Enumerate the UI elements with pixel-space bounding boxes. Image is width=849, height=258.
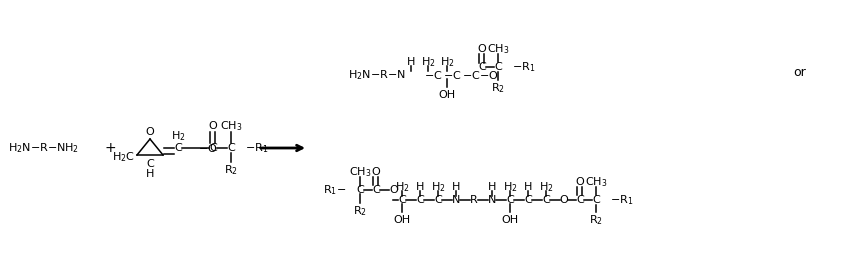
- Text: H$_2$: H$_2$: [440, 55, 454, 69]
- Text: O: O: [209, 121, 217, 131]
- Text: H$_2$: H$_2$: [539, 180, 554, 194]
- Text: R$_1$$-$: R$_1$$-$: [323, 183, 346, 197]
- Text: CH$_3$: CH$_3$: [349, 165, 371, 179]
- Text: H$_2$: H$_2$: [171, 129, 185, 143]
- Text: N: N: [488, 195, 496, 205]
- Text: H$_2$N$-$R$-$N: H$_2$N$-$R$-$N: [348, 68, 406, 82]
- Text: +: +: [104, 141, 115, 155]
- Text: O: O: [146, 127, 155, 137]
- Text: H$_2$: H$_2$: [395, 180, 409, 194]
- Text: $-$R$_1$: $-$R$_1$: [512, 60, 536, 74]
- Text: C: C: [398, 195, 406, 205]
- Text: C: C: [524, 195, 531, 205]
- Text: C: C: [576, 195, 584, 205]
- Text: O: O: [478, 44, 486, 54]
- Text: C: C: [592, 195, 600, 205]
- Text: R$_2$: R$_2$: [491, 81, 505, 95]
- Text: H$_2$N$-$R$-$NH$_2$: H$_2$N$-$R$-$NH$_2$: [8, 141, 79, 155]
- Text: CH$_3$: CH$_3$: [220, 119, 242, 133]
- Text: C: C: [372, 185, 380, 195]
- Text: C: C: [416, 195, 424, 205]
- Text: C: C: [478, 62, 486, 72]
- Text: R$_2$: R$_2$: [224, 163, 238, 177]
- Text: $-$C: $-$C: [443, 69, 462, 81]
- Text: O: O: [576, 177, 584, 187]
- Text: $-$O: $-$O: [198, 142, 217, 154]
- Text: CH$_3$: CH$_3$: [486, 42, 509, 56]
- Text: or: or: [794, 66, 807, 78]
- Text: CH$_3$: CH$_3$: [585, 175, 607, 189]
- Text: O: O: [559, 195, 568, 205]
- Text: C: C: [434, 195, 441, 205]
- Text: O: O: [372, 167, 380, 177]
- Text: R$_2$: R$_2$: [589, 213, 603, 227]
- Text: H$_2$: H$_2$: [430, 180, 446, 194]
- Text: OH: OH: [393, 215, 411, 225]
- Text: O: O: [389, 185, 397, 195]
- Text: H$_2$: H$_2$: [421, 55, 436, 69]
- Text: C: C: [209, 143, 216, 153]
- Text: H: H: [146, 169, 155, 179]
- Text: N: N: [452, 195, 460, 205]
- Text: C: C: [494, 62, 502, 72]
- Text: H: H: [524, 182, 532, 192]
- Text: C: C: [228, 143, 235, 153]
- Text: R: R: [470, 195, 478, 205]
- Text: R$_2$: R$_2$: [353, 204, 367, 218]
- Text: OH: OH: [502, 215, 519, 225]
- Text: $-$R$_1$: $-$R$_1$: [610, 193, 633, 207]
- Text: C: C: [146, 159, 154, 169]
- Text: C: C: [174, 143, 182, 153]
- Text: H$_2$C: H$_2$C: [112, 150, 135, 164]
- Text: H: H: [452, 182, 460, 192]
- Text: H$_2$: H$_2$: [503, 180, 517, 194]
- Text: C: C: [543, 195, 550, 205]
- Text: $-$R$_1$: $-$R$_1$: [245, 141, 268, 155]
- Text: C: C: [506, 195, 514, 205]
- Text: $-$C: $-$C: [424, 69, 442, 81]
- Text: H: H: [488, 182, 496, 192]
- Text: $-$C$-$O: $-$C$-$O: [462, 69, 498, 81]
- Text: OH: OH: [438, 90, 456, 100]
- Text: H: H: [407, 57, 415, 67]
- Text: C: C: [356, 185, 364, 195]
- Text: H: H: [416, 182, 424, 192]
